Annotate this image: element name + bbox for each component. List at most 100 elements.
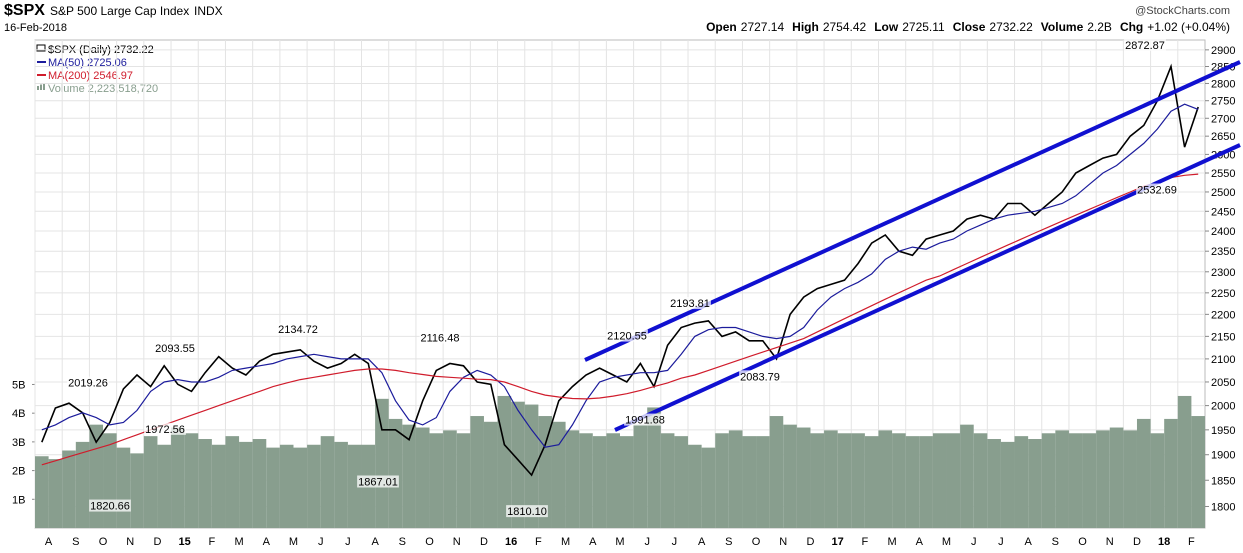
y-tick-label: 1850 <box>1211 475 1235 487</box>
volume-bar <box>116 447 131 528</box>
volume-bar <box>511 401 525 528</box>
x-tick-label: D <box>480 536 488 548</box>
x-tick-label: O <box>752 536 761 548</box>
volume-bar <box>905 436 920 528</box>
volume-bar <box>1041 433 1056 528</box>
volume-bar <box>1123 430 1137 528</box>
x-tick-label: M <box>888 536 897 548</box>
annotation: 2120.55 <box>607 331 647 343</box>
x-tick-label: M <box>289 536 298 548</box>
x-tick-label: S <box>72 536 79 548</box>
annotation: 2872.87 <box>1125 40 1165 52</box>
x-tick-label: A <box>371 536 379 548</box>
volume-bar <box>565 430 580 528</box>
x-tick-label: A <box>589 536 597 548</box>
volume-bar <box>375 398 389 528</box>
quote-value: 2725.11 <box>902 20 945 34</box>
exchange: INDX <box>194 4 223 18</box>
x-tick-label: J <box>318 536 324 548</box>
series-line <box>41 63 1199 477</box>
legend-swatch <box>43 83 45 90</box>
x-tick-label: J <box>672 536 678 548</box>
y-tick-label: 2200 <box>1211 309 1235 321</box>
volume-bar <box>932 433 947 528</box>
y-tick-label: 2300 <box>1211 267 1235 279</box>
y-tick-label: 2500 <box>1211 187 1235 199</box>
x-tick-label: N <box>779 536 787 548</box>
quote-value: 2.2B <box>1087 20 1112 34</box>
y2-tick-label: 1B <box>12 494 25 506</box>
volume-bar <box>837 433 852 528</box>
x-tick-label: O <box>99 536 108 548</box>
x-tick-label: O <box>425 536 434 548</box>
annotation-bg <box>144 422 186 435</box>
volume-bar <box>973 433 988 528</box>
volume-bar <box>1109 427 1124 528</box>
annotation-bg <box>624 413 666 426</box>
x-tick-label: M <box>942 536 951 548</box>
annotation-bg <box>1136 183 1178 196</box>
x-tick-label: D <box>1133 536 1141 548</box>
x-tick-label: A <box>263 536 271 548</box>
y-tick-label: 2750 <box>1211 96 1235 108</box>
x-tick-label: F <box>1188 536 1195 548</box>
x-tick-label: S <box>725 536 732 548</box>
annotation: 2083.79 <box>740 371 780 383</box>
quote-value: +1.02 (+0.04%) <box>1147 20 1230 34</box>
y-tick-label: 2000 <box>1211 401 1235 413</box>
annotation-bg <box>506 505 548 518</box>
y-tick-label: 1800 <box>1211 501 1235 513</box>
volume-bar <box>592 436 607 528</box>
x-tick-label: M <box>561 536 570 548</box>
annotation: 2134.72 <box>278 324 318 336</box>
volume-bar <box>443 430 457 528</box>
volume-bar <box>470 416 484 528</box>
x-tick-label: 15 <box>179 536 191 548</box>
volume-bar <box>130 453 144 528</box>
volume-bar <box>320 436 335 528</box>
y-tick-label: 2800 <box>1211 78 1235 90</box>
annotation: 2193.81 <box>670 298 710 310</box>
volume-bar <box>987 439 1001 528</box>
legend-swatch <box>37 86 39 90</box>
annotation: 1991.68 <box>625 415 665 427</box>
volume-bar <box>551 421 566 528</box>
x-tick-label: O <box>1078 536 1087 548</box>
quote-value: 2732.22 <box>989 20 1033 34</box>
x-tick-label: J <box>998 536 1004 548</box>
y-tick-label: 2100 <box>1211 354 1235 366</box>
volume-bar <box>143 436 158 528</box>
volume-bar <box>1150 433 1165 528</box>
volume-bar <box>701 447 716 528</box>
quote-line: Open 2727.14 High 2754.42 Low 2725.11 Close 273… <box>706 20 1230 34</box>
volume-bar <box>769 416 784 528</box>
x-tick-label: N <box>126 536 134 548</box>
volume-bar <box>415 427 430 528</box>
volume-bar <box>674 436 689 528</box>
legend-swatch <box>36 44 46 52</box>
volume-bar <box>266 447 280 528</box>
volume-bar <box>334 441 348 528</box>
x-tick-label: 18 <box>1158 536 1170 548</box>
annotation: 1810.10 <box>507 506 547 518</box>
volume-bar <box>293 447 308 528</box>
symbol: $SPX <box>4 2 45 19</box>
volume-bar <box>538 416 552 528</box>
quote-label: Volume <box>1041 20 1084 34</box>
legend-label: MA(200) 2546.97 <box>48 70 133 82</box>
volume-bar <box>225 436 240 528</box>
volume-bar <box>184 433 199 528</box>
volume-bar <box>347 444 362 528</box>
volume-bar <box>1191 416 1205 528</box>
volume-bar <box>960 424 974 528</box>
volume-bar <box>307 444 321 528</box>
y-tick-label: 2900 <box>1211 45 1235 57</box>
quote-label: High <box>792 20 819 34</box>
x-tick-label: J <box>345 536 351 548</box>
volume-bar <box>892 433 906 528</box>
volume-bar <box>456 433 471 528</box>
annotation-bg <box>419 331 461 344</box>
volume-bar <box>103 433 117 528</box>
volume-bar <box>946 433 961 528</box>
